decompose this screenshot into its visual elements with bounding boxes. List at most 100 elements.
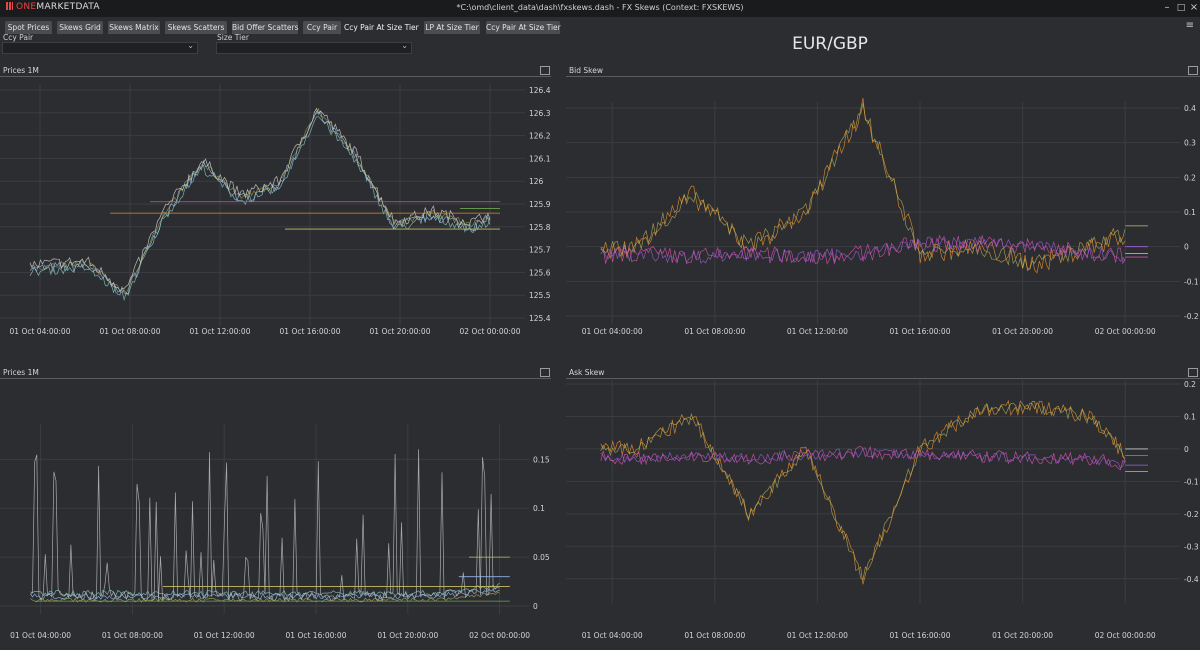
series-line: [600, 400, 1126, 581]
y-tick-label: 126.4: [529, 86, 551, 95]
y-tick-label: 125.9: [529, 200, 551, 209]
series-line: [600, 235, 1126, 264]
y-tick-label: 0.1: [1184, 208, 1196, 217]
expand-panel-icon[interactable]: [540, 368, 550, 377]
series-line: [600, 447, 1126, 469]
x-tick-label: 01 Oct 12:00:00: [787, 631, 848, 640]
bid-skew-chart[interactable]: 01 Oct 04:00:00 01 Oct 08:00:00 01 Oct 12:…: [566, 78, 1200, 345]
x-tick-label: 01 Oct 04:00:00: [582, 631, 643, 640]
tab-lp-at-size-tier[interactable]: LP At Size Tier: [424, 21, 480, 34]
y-tick-label: 0: [1184, 445, 1189, 454]
y-tick-label: 126.3: [529, 109, 551, 118]
size-tier-label: Size Tier: [217, 33, 249, 42]
y-tick-label: 126.2: [529, 132, 551, 141]
tab-bid-offer-scatters[interactable]: Bid Offer Scatters: [232, 21, 299, 34]
series-line: [29, 116, 491, 302]
x-tick-label: 01 Oct 16:00:00: [280, 327, 341, 336]
chevron-down-icon: ⌄: [401, 41, 408, 50]
y-tick-label: 0.2: [1184, 173, 1196, 182]
minimize-icon[interactable]: –: [1164, 2, 1170, 13]
x-tick-label: 01 Oct 08:00:00: [102, 631, 163, 640]
x-tick-label: 01 Oct 20:00:00: [992, 327, 1053, 336]
prices-chart[interactable]: 01 Oct 04:00:00 01 Oct 08:00:00 01 Oct 12:…: [0, 78, 551, 345]
y-tick-label: 0: [533, 602, 538, 611]
logo-mark-icon: [6, 2, 13, 10]
y-tick-label: 0.15: [533, 455, 550, 464]
x-tick-label: 01 Oct 04:00:00: [10, 631, 71, 640]
prices-spread-chart[interactable]: 01 Oct 04:00:00 01 Oct 08:00:00 01 Oct 12:…: [0, 380, 551, 650]
expand-panel-icon[interactable]: [1188, 66, 1198, 75]
y-tick-label: -0.2: [1184, 510, 1199, 519]
tab-skews-grid[interactable]: Skews Grid: [57, 21, 103, 34]
x-tick-label: 01 Oct 20:00:00: [992, 631, 1053, 640]
series-line: [29, 107, 491, 295]
x-tick-label: 01 Oct 08:00:00: [684, 631, 745, 640]
maximize-icon[interactable]: □: [1176, 3, 1186, 13]
x-tick-label: 01 Oct 12:00:00: [190, 327, 251, 336]
panel-header-divider: [566, 378, 1200, 379]
tab-ccy-pair-at-size-tier[interactable]: Ccy Pair At Size Tier: [344, 21, 419, 34]
title-bar: ONEMARKETDATA *C:\omd\client_data\dash\f…: [0, 0, 1200, 17]
prices-chart-panel-top: Prices 1M 01 Oct 04:00:00 01 Oct 08:00:00…: [0, 66, 551, 345]
y-tick-label: 126.1: [529, 154, 551, 163]
y-tick-label: -0.1: [1184, 277, 1199, 286]
tab-spot-prices[interactable]: Spot Prices: [5, 21, 52, 34]
close-icon[interactable]: ×: [1189, 2, 1199, 13]
panel-header-divider: [0, 378, 551, 379]
y-tick-label: 0.4: [1184, 104, 1196, 113]
bid-skew-chart-panel: Bid Skew 01 Oct 04:00:00 01 Oct 08:00:00 0…: [566, 66, 1200, 345]
expand-panel-icon[interactable]: [540, 66, 550, 75]
ask-skew-chart[interactable]: 01 Oct 04:00:00 01 Oct 08:00:00 01 Oct 12:…: [566, 380, 1200, 650]
chart-title: Prices 1M: [3, 368, 39, 377]
expand-panel-icon[interactable]: [1188, 368, 1198, 377]
tab-ccy-pair[interactable]: Ccy Pair: [303, 21, 341, 34]
logo-suffix: MARKETDATA: [36, 2, 100, 12]
tab-ccy-pair-at-size-tier-2[interactable]: Ccy Pair At Size Tier: [486, 21, 561, 34]
series-line: [30, 449, 500, 603]
y-tick-label: 0: [1184, 243, 1189, 252]
currency-pair-title: EUR/GBP: [792, 34, 868, 54]
y-tick-label: 0.1: [533, 504, 545, 513]
size-tier-select[interactable]: ⌄: [216, 41, 412, 54]
series-line: [29, 110, 491, 296]
x-tick-label: 01 Oct 20:00:00: [377, 631, 438, 640]
y-tick-label: -0.2: [1184, 312, 1199, 321]
chart-title: Bid Skew: [569, 66, 603, 75]
x-tick-label: 01 Oct 04:00:00: [10, 327, 71, 336]
ask-skew-chart-panel: Ask Skew 01 Oct 04:00:00 01 Oct 08:00:00 0…: [566, 368, 1200, 650]
series-line: [600, 399, 1126, 585]
chevron-down-icon: ⌄: [187, 41, 194, 50]
x-tick-label: 02 Oct 00:00:00: [469, 631, 530, 640]
tab-skews-matrix[interactable]: Skews Matrix: [108, 21, 160, 34]
app-logo: ONEMARKETDATA: [6, 2, 100, 12]
series-line: [30, 582, 500, 598]
series-line: [600, 103, 1126, 270]
x-tick-label: 01 Oct 08:00:00: [684, 327, 745, 336]
x-tick-label: 01 Oct 16:00:00: [286, 631, 347, 640]
x-tick-label: 01 Oct 20:00:00: [370, 327, 431, 336]
x-tick-label: 02 Oct 00:00:00: [1095, 327, 1156, 336]
x-tick-label: 01 Oct 04:00:00: [582, 327, 643, 336]
x-tick-label: 02 Oct 00:00:00: [460, 327, 521, 336]
panel-header-divider: [0, 76, 551, 77]
chart-title: Ask Skew: [569, 368, 605, 377]
panel-header-divider: [566, 76, 1200, 77]
y-tick-label: -0.1: [1184, 477, 1199, 486]
y-tick-label: 0.05: [533, 553, 550, 562]
tab-bar: Spot Prices Skews Grid Skews Matrix Skew…: [0, 19, 1200, 35]
y-tick-label: 125.5: [529, 291, 551, 300]
hamburger-menu-icon[interactable]: ≡: [1185, 20, 1194, 31]
ccy-pair-select[interactable]: ⌄: [2, 41, 198, 54]
y-tick-label: 125.7: [529, 246, 551, 255]
x-tick-label: 01 Oct 12:00:00: [787, 327, 848, 336]
y-tick-label: 0.3: [1184, 139, 1196, 148]
y-tick-label: 126: [529, 177, 544, 186]
x-tick-label: 01 Oct 16:00:00: [890, 327, 951, 336]
y-tick-label: 0.1: [1184, 412, 1196, 421]
y-tick-label: 125.4: [529, 314, 551, 323]
prices-chart-panel-bottom: Prices 1M 01 Oct 04:00:00 01 Oct 08:00:00…: [0, 368, 551, 650]
ccy-pair-label: Ccy Pair: [3, 33, 34, 42]
tab-skews-scatters[interactable]: Skews Scatters: [165, 21, 227, 34]
chart-title: Prices 1M: [3, 66, 39, 75]
series-line: [600, 445, 1126, 471]
